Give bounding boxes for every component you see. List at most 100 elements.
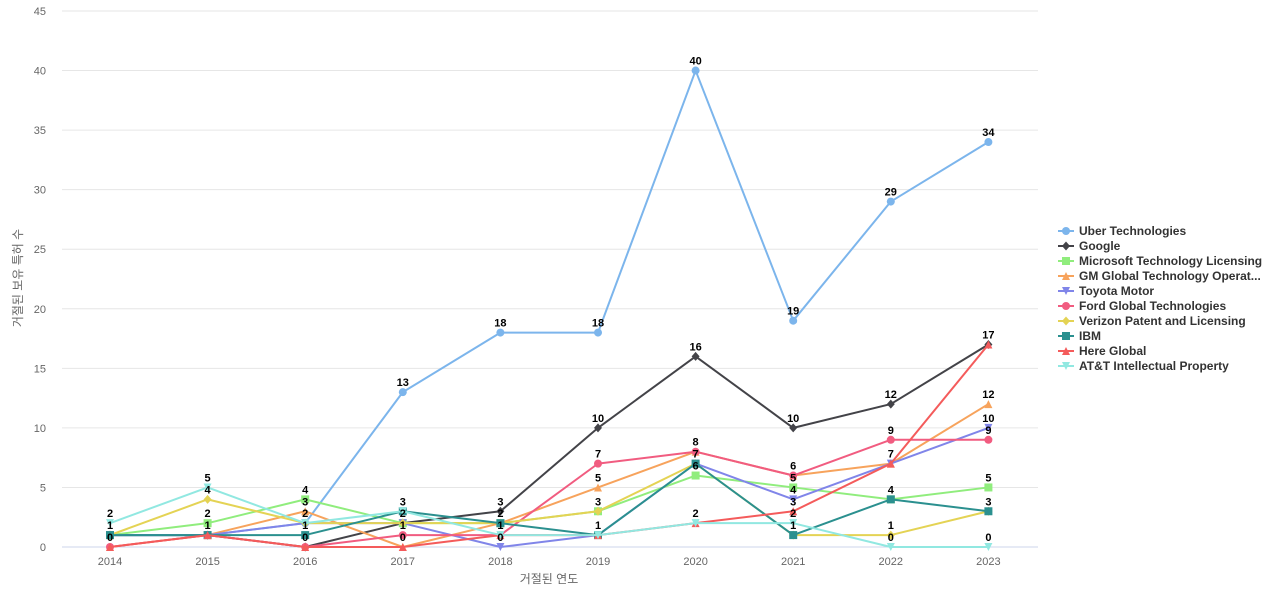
y-tick-label: 0 bbox=[40, 542, 46, 554]
data-point[interactable] bbox=[984, 543, 993, 551]
legend-item[interactable]: IBM bbox=[1058, 329, 1101, 343]
data-point[interactable] bbox=[594, 531, 602, 540]
data-label: 5 bbox=[205, 472, 211, 484]
data-point[interactable] bbox=[886, 399, 895, 409]
data-label: 2 bbox=[302, 508, 308, 520]
legend-item[interactable]: GM Global Technology Operat... bbox=[1058, 269, 1261, 283]
legend-marker[interactable] bbox=[1062, 257, 1070, 265]
data-point[interactable] bbox=[398, 518, 407, 528]
data-point[interactable] bbox=[886, 495, 895, 504]
data-point[interactable] bbox=[301, 495, 310, 504]
data-point[interactable] bbox=[789, 507, 798, 516]
data-point[interactable] bbox=[984, 483, 993, 492]
data-point[interactable] bbox=[106, 531, 114, 540]
data-point[interactable] bbox=[203, 531, 212, 540]
data-point[interactable] bbox=[594, 423, 602, 433]
data-label: 3 bbox=[595, 496, 601, 508]
data-point[interactable] bbox=[691, 459, 700, 468]
legend-item[interactable]: Ford Global Technologies bbox=[1058, 299, 1226, 313]
data-point[interactable] bbox=[398, 543, 407, 551]
legend-item[interactable]: AT&T Intellectual Property bbox=[1058, 359, 1229, 373]
data-point[interactable] bbox=[301, 531, 310, 540]
data-point[interactable] bbox=[886, 435, 895, 444]
legend-label: Ford Global Technologies bbox=[1079, 299, 1226, 313]
y-tick-label: 40 bbox=[34, 66, 46, 78]
data-point[interactable] bbox=[789, 531, 798, 540]
data-point[interactable] bbox=[691, 519, 700, 528]
data-point[interactable] bbox=[789, 471, 798, 480]
data-point[interactable] bbox=[691, 351, 700, 361]
data-label: 18 bbox=[592, 318, 604, 330]
legend-marker[interactable] bbox=[1062, 287, 1070, 295]
data-label: 19 bbox=[787, 306, 799, 318]
data-point[interactable] bbox=[886, 197, 895, 206]
series-line[interactable] bbox=[109, 486, 989, 548]
data-point[interactable] bbox=[301, 519, 310, 528]
data-point[interactable] bbox=[691, 471, 700, 480]
legend-marker[interactable] bbox=[1062, 347, 1070, 355]
data-label: 3 bbox=[302, 496, 308, 508]
legend-marker[interactable] bbox=[1062, 316, 1070, 326]
data-point[interactable] bbox=[594, 328, 602, 337]
data-point[interactable] bbox=[398, 531, 407, 540]
legend-item[interactable]: Verizon Patent and Licensing bbox=[1058, 314, 1246, 328]
data-point[interactable] bbox=[496, 531, 505, 540]
data-label: 29 bbox=[885, 187, 897, 199]
data-point[interactable] bbox=[789, 423, 798, 433]
data-point[interactable] bbox=[496, 506, 505, 516]
data-point[interactable] bbox=[203, 519, 212, 528]
series-line[interactable] bbox=[110, 69, 989, 537]
data-point[interactable] bbox=[301, 507, 310, 516]
data-label: 1 bbox=[107, 520, 113, 532]
legend-label: Uber Technologies bbox=[1079, 224, 1186, 238]
data-point[interactable] bbox=[594, 506, 602, 516]
data-point[interactable] bbox=[789, 483, 798, 492]
legend-item[interactable]: Here Global bbox=[1058, 344, 1146, 358]
x-tick-label: 2021 bbox=[781, 556, 805, 568]
data-point[interactable] bbox=[789, 495, 798, 504]
x-tick-label: 2015 bbox=[195, 556, 219, 568]
data-point[interactable] bbox=[691, 447, 700, 456]
data-point[interactable] bbox=[398, 388, 407, 397]
legend-item[interactable]: Uber Technologies bbox=[1058, 224, 1186, 238]
data-point[interactable] bbox=[106, 519, 114, 528]
series-line[interactable] bbox=[110, 462, 989, 537]
legend-label: Here Global bbox=[1079, 344, 1146, 358]
data-point[interactable] bbox=[496, 519, 505, 528]
legend-marker[interactable] bbox=[1062, 332, 1070, 340]
data-point[interactable] bbox=[594, 459, 602, 468]
legend-marker[interactable] bbox=[1062, 227, 1070, 235]
legend-item[interactable]: Microsoft Technology Licensing bbox=[1058, 254, 1262, 268]
data-point[interactable] bbox=[496, 543, 505, 551]
data-point[interactable] bbox=[886, 530, 895, 540]
data-label: 4 bbox=[888, 484, 895, 496]
data-point[interactable] bbox=[984, 138, 993, 147]
data-point[interactable] bbox=[398, 507, 407, 516]
series-line[interactable] bbox=[110, 426, 989, 548]
data-point[interactable] bbox=[984, 423, 993, 432]
data-point[interactable] bbox=[203, 483, 212, 492]
data-point[interactable] bbox=[496, 328, 505, 337]
legend-marker[interactable] bbox=[1062, 272, 1070, 280]
legend-item[interactable]: Toyota Motor bbox=[1058, 284, 1154, 298]
legend-marker[interactable] bbox=[1062, 302, 1070, 310]
legend-marker[interactable] bbox=[1062, 362, 1070, 370]
data-point[interactable] bbox=[691, 66, 700, 75]
data-point[interactable] bbox=[301, 543, 310, 551]
legend-item[interactable]: Google bbox=[1058, 239, 1121, 253]
data-point[interactable] bbox=[886, 459, 895, 468]
data-point[interactable] bbox=[984, 435, 993, 444]
data-point[interactable] bbox=[984, 340, 993, 349]
data-label: 2 bbox=[205, 508, 211, 520]
data-label: 13 bbox=[397, 377, 409, 389]
data-point[interactable] bbox=[789, 519, 798, 528]
data-point[interactable] bbox=[203, 494, 212, 504]
data-point[interactable] bbox=[984, 507, 993, 516]
data-point[interactable] bbox=[789, 316, 798, 325]
data-point[interactable] bbox=[594, 483, 602, 492]
data-point[interactable] bbox=[106, 543, 114, 551]
legend-marker[interactable] bbox=[1062, 241, 1070, 251]
data-point[interactable] bbox=[886, 543, 895, 551]
data-point[interactable] bbox=[984, 400, 993, 409]
series-line[interactable] bbox=[109, 403, 989, 548]
